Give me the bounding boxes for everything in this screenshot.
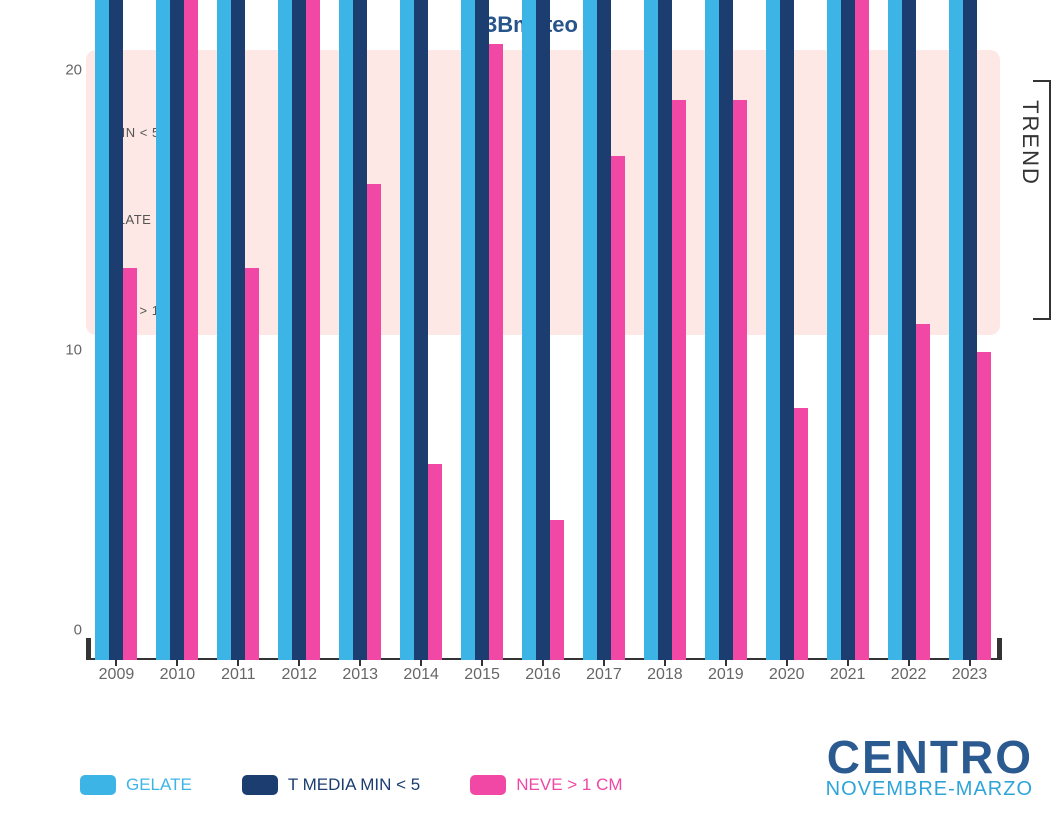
bar-tmin5	[597, 0, 611, 660]
bar-gelate	[827, 0, 841, 660]
bar-neve	[489, 44, 503, 660]
bar-neve	[672, 100, 686, 660]
bar-gelate	[766, 0, 780, 660]
xtick: 2018	[647, 666, 683, 684]
bar-neve	[428, 464, 442, 660]
bar-tmin5	[170, 0, 184, 660]
legend-label: T MEDIA MIN < 5	[288, 775, 420, 795]
logo-prefix: 3B	[485, 12, 513, 37]
legend-swatch	[80, 775, 116, 795]
trend-side-label: TREND	[1017, 100, 1043, 186]
xtick: 2010	[160, 666, 196, 684]
bar-neve	[855, 0, 869, 660]
bar-gelate	[705, 0, 719, 660]
legend-label: NEVE > 1 CM	[516, 775, 622, 795]
xtick: 2023	[952, 666, 988, 684]
xtick: 2009	[99, 666, 135, 684]
legend-swatch	[470, 775, 506, 795]
xtick: 2015	[464, 666, 500, 684]
bar-neve	[367, 184, 381, 660]
y-axis: 0102030405060708090100	[40, 50, 86, 660]
chart: T MIN < 5 GELATE NEVE > 1 CM 01020304050…	[40, 50, 1000, 690]
xtick: 2013	[342, 666, 378, 684]
legend-label: GELATE	[126, 775, 192, 795]
bar-tmin5	[231, 0, 245, 660]
ytick: 10	[65, 342, 82, 359]
xtick: 2020	[769, 666, 805, 684]
xtick: 2011	[221, 666, 255, 684]
bar-tmin5	[902, 0, 916, 660]
axis-end-tick	[997, 638, 1002, 660]
legend-item: GELATE	[80, 775, 192, 795]
bar-neve	[306, 0, 320, 660]
legend: GELATE T MEDIA MIN < 5 NEVE > 1 CM	[80, 775, 623, 795]
bar-tmin5	[109, 0, 123, 660]
bar-tmin5	[963, 0, 977, 660]
bar-neve	[916, 324, 930, 660]
bar-gelate	[156, 0, 170, 660]
bar-neve	[977, 352, 991, 660]
bar-neve	[550, 520, 564, 660]
bar-gelate	[461, 0, 475, 660]
title-block: CENTRO NOVEMBRE-MARZO	[826, 737, 1033, 801]
bar-tmin5	[780, 0, 794, 660]
bar-gelate	[339, 0, 353, 660]
xtick: 2019	[708, 666, 744, 684]
bar-tmin5	[536, 0, 550, 660]
xtick: 2016	[525, 666, 561, 684]
bar-gelate	[583, 0, 597, 660]
bar-tmin5	[292, 0, 306, 660]
bar-tmin5	[475, 0, 489, 660]
bar-tmin5	[414, 0, 428, 660]
axis-end-tick	[86, 638, 91, 660]
xtick: 2022	[891, 666, 927, 684]
bar-neve	[611, 156, 625, 660]
bar-neve	[184, 0, 198, 660]
bar-gelate	[217, 0, 231, 660]
bar-neve	[733, 100, 747, 660]
title-sub: NOVEMBRE-MARZO	[826, 778, 1033, 801]
xtick: 2014	[403, 666, 439, 684]
ytick: 20	[65, 62, 82, 79]
bar-gelate	[278, 0, 292, 660]
bar-gelate	[522, 0, 536, 660]
bar-neve	[794, 408, 808, 660]
legend-item: NEVE > 1 CM	[470, 775, 622, 795]
xtick: 2017	[586, 666, 622, 684]
bar-gelate	[400, 0, 414, 660]
bar-neve	[123, 268, 137, 660]
bar-gelate	[95, 0, 109, 660]
legend-item: T MEDIA MIN < 5	[242, 775, 420, 795]
legend-swatch	[242, 775, 278, 795]
xtick: 2012	[281, 666, 317, 684]
bar-gelate	[644, 0, 658, 660]
ytick: 0	[74, 622, 82, 639]
bar-tmin5	[353, 0, 367, 660]
bar-gelate	[949, 0, 963, 660]
bar-tmin5	[658, 0, 672, 660]
xtick: 2021	[830, 666, 866, 684]
bar-gelate	[888, 0, 902, 660]
bar-tmin5	[841, 0, 855, 660]
title-main: CENTRO	[826, 737, 1033, 778]
bar-neve	[245, 268, 259, 660]
bar-tmin5	[719, 0, 733, 660]
